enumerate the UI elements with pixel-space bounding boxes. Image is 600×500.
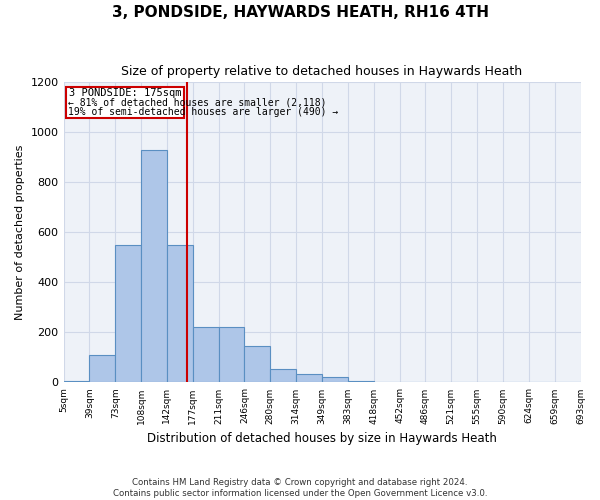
Bar [141, 150, 167, 382]
Text: 3, PONDSIDE, HAYWARDS HEATH, RH16 4TH: 3, PONDSIDE, HAYWARDS HEATH, RH16 4TH [112, 5, 488, 20]
Bar [115, 244, 141, 382]
Text: ← 81% of detached houses are smaller (2,118): ← 81% of detached houses are smaller (2,… [68, 97, 326, 107]
Bar [64, 381, 89, 382]
Bar [193, 328, 218, 382]
Bar [348, 381, 374, 382]
FancyBboxPatch shape [65, 87, 184, 118]
Bar [167, 244, 193, 382]
Text: 19% of semi-detached houses are larger (490) →: 19% of semi-detached houses are larger (… [68, 107, 338, 117]
Text: 3 PONDSIDE: 175sqm: 3 PONDSIDE: 175sqm [68, 88, 181, 98]
Bar [296, 374, 322, 382]
Bar [322, 378, 348, 382]
Bar [218, 328, 244, 382]
Bar [89, 355, 115, 382]
Bar [271, 368, 296, 382]
Y-axis label: Number of detached properties: Number of detached properties [15, 144, 25, 320]
Bar [244, 346, 271, 383]
Title: Size of property relative to detached houses in Haywards Heath: Size of property relative to detached ho… [121, 65, 523, 78]
Text: Contains HM Land Registry data © Crown copyright and database right 2024.
Contai: Contains HM Land Registry data © Crown c… [113, 478, 487, 498]
X-axis label: Distribution of detached houses by size in Haywards Heath: Distribution of detached houses by size … [147, 432, 497, 445]
